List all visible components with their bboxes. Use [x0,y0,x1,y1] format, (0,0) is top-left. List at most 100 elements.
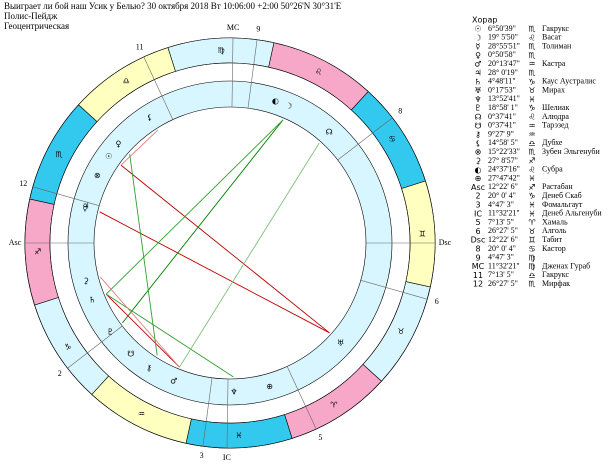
row-sign: ♓ [528,209,535,218]
row-star: Алюдра [542,112,569,121]
row-position: 0°37'41" [488,112,516,121]
row-position: 12°22' 6" [488,182,518,191]
planet-glyph: ☊ [326,127,333,136]
aspect-line [120,129,159,166]
sign-glyph: ♈ [330,401,337,410]
row-star: Дубхе [542,138,563,147]
row-symbol: ⚷ [475,130,481,139]
row-symbol: ☋ [474,121,481,130]
row-position: 28° 0'19" [488,68,518,77]
row-symbol: ♇ [474,104,481,113]
row-position: 14°58' 5" [488,138,518,147]
row-position: 13°52'41" [488,94,520,103]
row-position: 6°50'39" [488,24,516,33]
row-star: Хамаль [542,217,568,226]
row-position: 26°27' 5" [488,279,518,288]
house-cusp [226,378,229,448]
house-cusp [67,325,123,369]
house-cusp [32,186,100,206]
row-sign: ♑ [528,192,535,201]
row-star: Растабан [542,182,573,191]
row-symbol: ♂ [474,60,481,69]
row-sign: ♓ [528,174,535,183]
sign-glyph: ♑ [64,342,71,351]
row-position: 19° 5'50" [488,33,518,42]
planet-glyph: ♄ [89,295,96,304]
row-star: Кастра [542,59,566,68]
planet-glyph: ♆ [230,387,237,396]
house-label: 8 [398,107,402,116]
row-sign: ♉ [528,227,535,236]
row-position: 11°32'21" [488,209,520,218]
planet-glyph: ⚸ [147,113,153,122]
mode: Геоцентрическая [4,21,69,31]
sign-glyph: ♋ [389,135,396,144]
planet-glyph: ☽ [285,102,292,111]
row-symbol: ☉ [474,25,481,34]
planet-glyph: ◐ [272,97,279,106]
planet-glyph: ☿ [83,204,88,213]
row-star: Фомальгаут [542,200,583,209]
row-symbol: 11 [473,271,483,280]
house-label: 9 [256,25,260,34]
aspect-line [122,119,284,324]
row-symbol: ☿ [476,42,481,51]
row-star: Гакрукс [542,24,569,33]
row-sign: ♒ [528,130,535,139]
row-symbol: MC [472,262,485,271]
inner-circle [93,106,367,380]
row-sign: ♏ [528,25,536,34]
table-title: Хорар [472,16,497,25]
house-label: 2 [58,369,62,378]
sign-glyph: ♓ [235,431,242,440]
row-position: 0°50'58" [488,50,516,59]
aspect-line [105,119,284,295]
aspect-line [105,293,180,368]
planet-glyph: ☉ [105,152,112,161]
row-sign: ♒ [528,121,535,130]
sign-glyph: ♍ [218,46,225,55]
row-symbol: ⚳ [475,157,481,166]
house-label: 5 [318,433,322,442]
house-cusp [231,38,234,108]
row-symbol: ⚸ [475,139,481,148]
sign-glyph: ♎ [123,76,130,85]
row-position: 0°37'41" [488,121,516,130]
row-symbol: 2 [475,192,480,201]
row-position: 11°32'21" [488,261,520,270]
row-position: 20° 0' 4" [488,191,516,200]
row-sign: ♑ [528,104,535,113]
row-position: 9°27' 9" [488,129,514,138]
row-symbol: 8 [475,245,480,254]
planet-glyph: ♇ [107,327,114,336]
row-position: 24°37'16" [488,165,520,174]
planet-glyph: ♀ [116,140,122,149]
row-position: 28°55'51" [488,41,520,50]
row-star: Тарэзед [542,121,569,130]
aspect-line [120,164,330,334]
row-symbol: ⊕ [475,174,482,183]
house-label: 6 [435,297,439,306]
row-sign: ♉ [528,86,535,95]
house-label: 12 [19,179,27,188]
row-position: 15°22'33" [488,147,520,156]
aspect-line [129,154,158,356]
row-position: 4°47' 3" [488,200,514,209]
row-star: Денеб Скаб [542,191,582,200]
row-star: Зубен Эльгенуби [542,147,600,156]
row-symbol: ♄ [474,77,481,86]
row-position: 18°58' 1" [488,103,518,112]
planet-glyph: ♃ [82,202,89,211]
house-cusp [202,377,213,447]
aspect-line [100,276,180,368]
row-symbol: ♅ [474,86,481,95]
row-symbol: ♃ [474,69,481,78]
house-label: IC [223,453,231,462]
row-star: Кастор [542,244,566,253]
row-sign: ♌ [528,113,535,122]
row-position: 0°17'53" [488,85,516,94]
title: Выиграет ли бой наш Усик у Белью? 30 окт… [4,1,342,11]
house-system: Полис-Пейдж [4,11,58,21]
planet-glyph: ♂ [170,377,177,386]
